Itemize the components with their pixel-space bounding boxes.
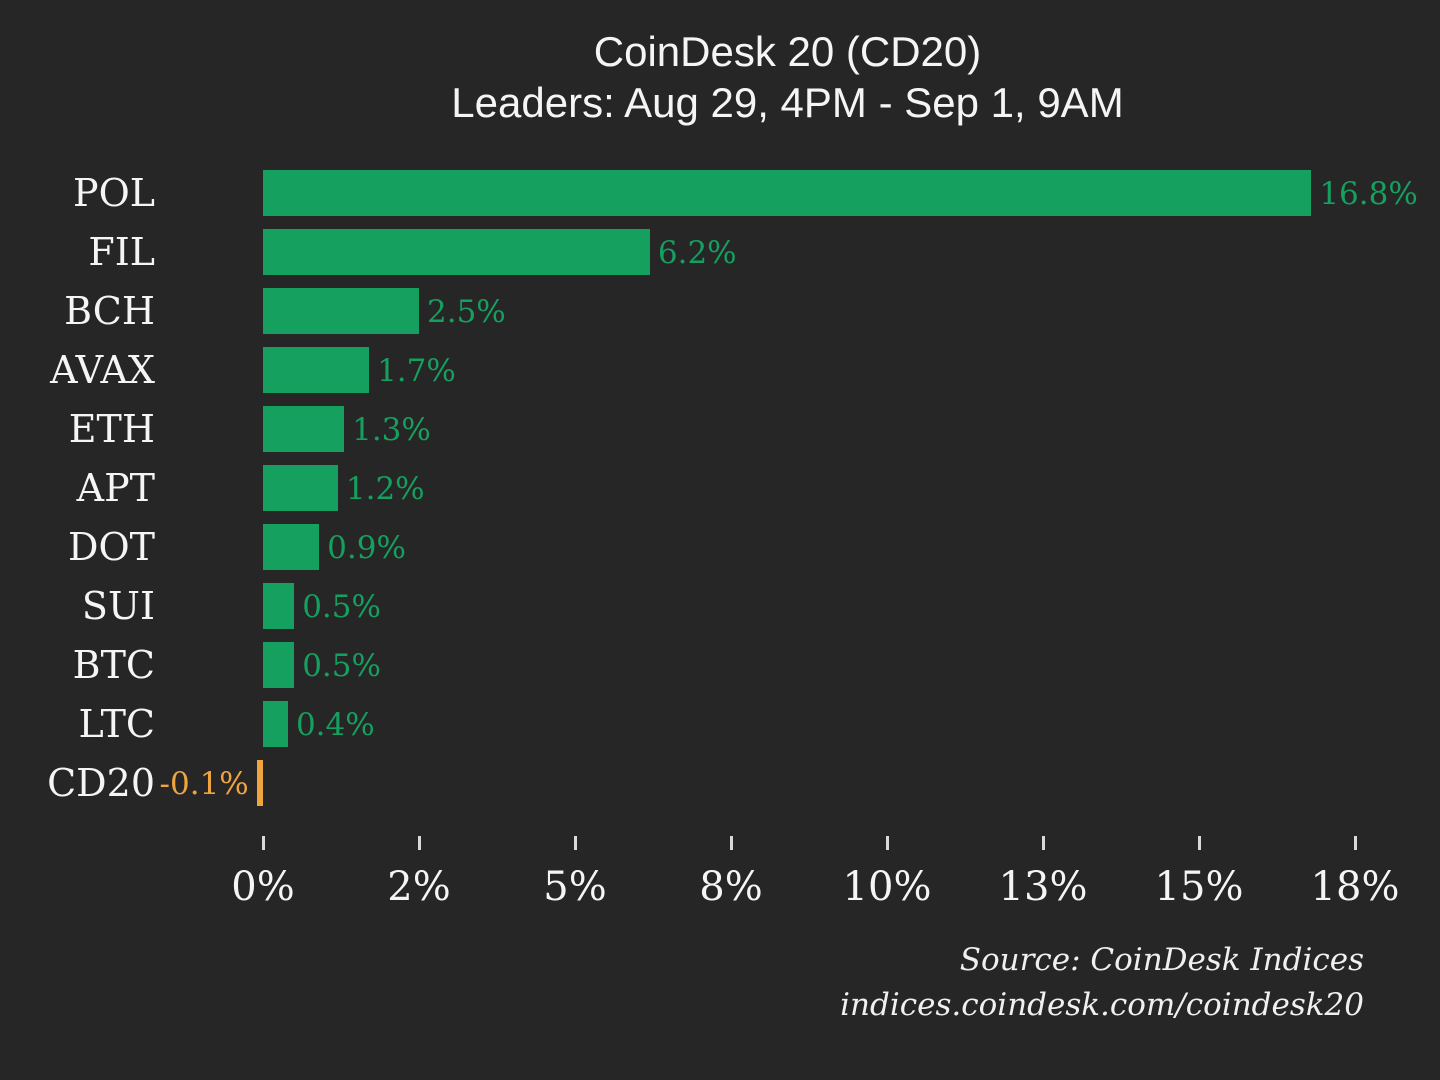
value-label-pol: 16.8% [1319,176,1418,212]
category-label-eth: ETH [68,407,155,451]
category-label-ltc: LTC [78,702,155,746]
value-label-cd20: -0.1% [159,766,249,802]
bar-btc [263,642,295,688]
category-label-avax: AVAX [50,348,155,392]
category-label-cd20: CD20 [47,761,155,805]
value-label-sui: 0.5% [302,589,381,625]
x-axis-tick-label: 5% [543,864,607,910]
x-axis-tick-label: 2% [387,864,451,910]
bar-bch [263,288,419,334]
bar-dot [263,524,320,570]
category-label-fil: FIL [88,230,155,274]
bar-eth [263,406,345,452]
x-axis-tick [886,836,889,850]
x-axis-tick [262,836,265,850]
category-label-sui: SUI [81,584,155,628]
category-label-btc: BTC [72,643,155,687]
chart-title: CoinDesk 20 (CD20) [593,28,982,75]
value-label-btc: 0.5% [302,648,381,684]
value-label-bch: 2.5% [427,294,506,330]
x-axis-tick-label: 8% [699,864,763,910]
chart-subtitle: Leaders: Aug 29, 4PM - Sep 1, 9AM [451,79,1124,126]
bar-apt [263,465,338,511]
value-label-eth: 1.3% [352,412,431,448]
value-label-ltc: 0.4% [295,707,375,743]
x-axis-tick-label: 13% [998,864,1088,910]
x-axis-tick [730,836,733,850]
title-block: CoinDesk 20 (CD20) Leaders: Aug 29, 4PM … [165,26,1410,128]
x-axis-tick [1354,836,1357,850]
source-line: Source: CoinDesk Indices [959,942,1364,978]
category-label-apt: APT [76,466,155,510]
source-url: indices.coindesk.com/coindesk20 [840,987,1364,1023]
x-axis-tick [1198,836,1201,850]
bar-fil [263,229,650,275]
bar-ltc [263,701,288,747]
bar-sui [263,583,295,629]
x-axis-tick-label: 18% [1310,864,1400,910]
category-label-dot: DOT [68,525,155,569]
source-attribution: Source: CoinDesk Indices indices.coindes… [840,938,1364,1028]
value-label-apt: 1.2% [345,471,425,507]
x-axis-tick-label: 10% [842,864,932,910]
x-axis-tick [574,836,577,850]
value-label-avax: 1.7% [377,353,456,389]
bar-pol [263,170,1312,216]
bar-avax [263,347,370,393]
value-label-fil: 6.2% [657,235,737,271]
x-axis-tick [418,836,421,850]
value-label-dot: 0.9% [327,530,406,566]
category-label-bch: BCH [64,289,155,333]
x-axis-tick-label: 0% [231,864,295,910]
x-axis-tick [1042,836,1045,850]
x-axis-tick-label: 15% [1154,864,1244,910]
category-label-pol: POL [73,171,155,215]
bar-cd20 [256,760,263,806]
